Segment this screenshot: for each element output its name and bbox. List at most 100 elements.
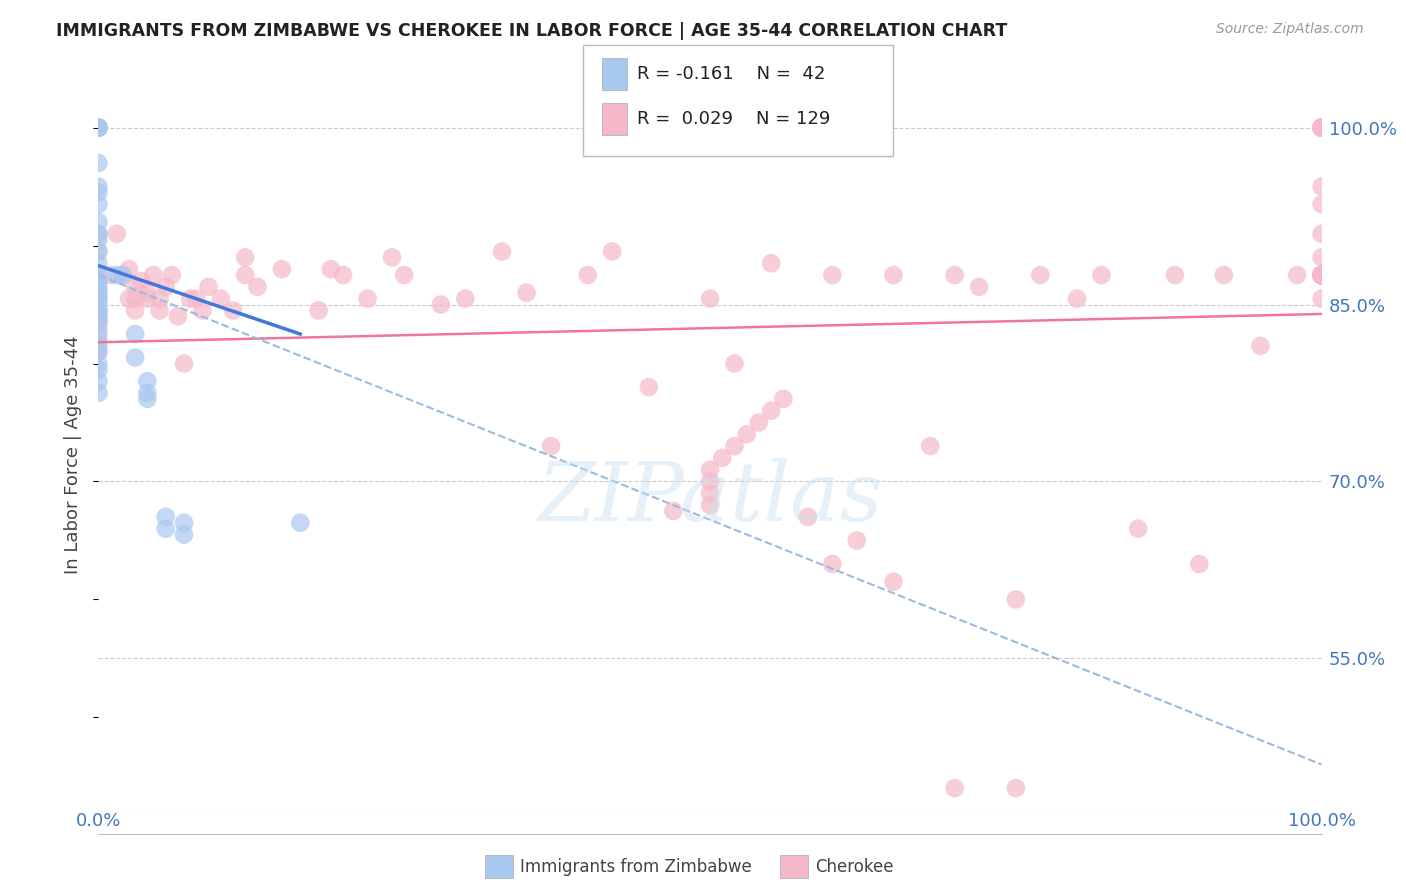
Point bbox=[1310, 179, 1333, 194]
Point bbox=[600, 244, 623, 259]
Text: Immigrants from Zimbabwe: Immigrants from Zimbabwe bbox=[520, 858, 752, 876]
Point bbox=[883, 268, 905, 282]
Point bbox=[186, 292, 208, 306]
Point bbox=[1310, 120, 1333, 135]
Point bbox=[246, 280, 269, 294]
Point bbox=[155, 509, 177, 524]
Point bbox=[1310, 268, 1333, 282]
Point bbox=[1286, 268, 1309, 282]
Point bbox=[136, 292, 159, 306]
Point bbox=[155, 280, 177, 294]
Point bbox=[87, 256, 110, 270]
Point bbox=[711, 450, 734, 465]
Point bbox=[1249, 339, 1271, 353]
Point bbox=[662, 504, 685, 518]
Point bbox=[1004, 592, 1026, 607]
Point bbox=[943, 268, 966, 282]
Point bbox=[748, 416, 770, 430]
Point bbox=[430, 297, 453, 311]
Point bbox=[1310, 268, 1333, 282]
Point bbox=[454, 292, 477, 306]
Point bbox=[87, 357, 110, 371]
Point bbox=[1310, 120, 1333, 135]
Point bbox=[87, 227, 110, 241]
Point bbox=[1128, 522, 1150, 536]
Point bbox=[1310, 120, 1333, 135]
Point bbox=[1310, 227, 1333, 241]
Point bbox=[821, 557, 844, 571]
Point bbox=[105, 227, 128, 241]
Point bbox=[87, 280, 110, 294]
Point bbox=[87, 339, 110, 353]
Point bbox=[319, 262, 342, 277]
Point bbox=[290, 516, 312, 530]
Point bbox=[576, 268, 599, 282]
Point bbox=[699, 486, 721, 500]
Point bbox=[87, 120, 110, 135]
Point bbox=[222, 303, 245, 318]
Point bbox=[87, 285, 110, 300]
Point bbox=[87, 386, 110, 401]
Point bbox=[87, 274, 110, 288]
Point bbox=[155, 522, 177, 536]
Point bbox=[87, 303, 110, 318]
Text: Cherokee: Cherokee bbox=[815, 858, 894, 876]
Point bbox=[87, 362, 110, 376]
Point bbox=[699, 292, 721, 306]
Point bbox=[87, 268, 110, 282]
Point bbox=[1310, 268, 1333, 282]
Point bbox=[699, 463, 721, 477]
Point bbox=[87, 244, 110, 259]
Point bbox=[87, 297, 110, 311]
Point bbox=[1310, 120, 1333, 135]
Point bbox=[943, 781, 966, 796]
Text: Source: ZipAtlas.com: Source: ZipAtlas.com bbox=[1216, 22, 1364, 37]
Point bbox=[1310, 268, 1333, 282]
Point bbox=[136, 392, 159, 406]
Point bbox=[1310, 268, 1333, 282]
Point bbox=[1310, 268, 1333, 282]
Point bbox=[1310, 268, 1333, 282]
Point bbox=[87, 303, 110, 318]
Point bbox=[118, 262, 141, 277]
Point bbox=[142, 268, 165, 282]
Point bbox=[1310, 120, 1333, 135]
Point bbox=[87, 227, 110, 241]
Point bbox=[332, 268, 354, 282]
Point bbox=[356, 292, 378, 306]
Point bbox=[821, 268, 844, 282]
Point bbox=[233, 268, 256, 282]
Point bbox=[1310, 268, 1333, 282]
Point bbox=[87, 315, 110, 329]
Point bbox=[761, 256, 783, 270]
Point bbox=[1090, 268, 1112, 282]
Point bbox=[87, 179, 110, 194]
Point bbox=[1066, 292, 1088, 306]
Point bbox=[270, 262, 294, 277]
Point bbox=[87, 120, 110, 135]
Point bbox=[308, 303, 330, 318]
Point bbox=[1310, 120, 1333, 135]
Point bbox=[87, 156, 110, 170]
Point bbox=[1310, 268, 1333, 282]
Point bbox=[111, 268, 134, 282]
Point bbox=[136, 374, 159, 388]
Point bbox=[87, 233, 110, 247]
Point bbox=[491, 244, 513, 259]
Point bbox=[1310, 292, 1333, 306]
Point bbox=[87, 321, 110, 335]
Point bbox=[160, 268, 183, 282]
Text: R =  0.029    N = 129: R = 0.029 N = 129 bbox=[637, 110, 831, 128]
Point bbox=[1310, 268, 1333, 282]
Point bbox=[124, 326, 146, 341]
Point bbox=[735, 427, 758, 442]
Point bbox=[1310, 268, 1333, 282]
Text: ZIPatlas: ZIPatlas bbox=[537, 458, 883, 538]
Point bbox=[173, 516, 195, 530]
Point bbox=[173, 527, 195, 541]
Point bbox=[515, 285, 537, 300]
Point bbox=[381, 251, 404, 265]
Point bbox=[87, 374, 110, 388]
Text: IMMIGRANTS FROM ZIMBABWE VS CHEROKEE IN LABOR FORCE | AGE 35-44 CORRELATION CHAR: IMMIGRANTS FROM ZIMBABWE VS CHEROKEE IN … bbox=[56, 22, 1008, 40]
Y-axis label: In Labor Force | Age 35-44: In Labor Force | Age 35-44 bbox=[65, 335, 83, 574]
